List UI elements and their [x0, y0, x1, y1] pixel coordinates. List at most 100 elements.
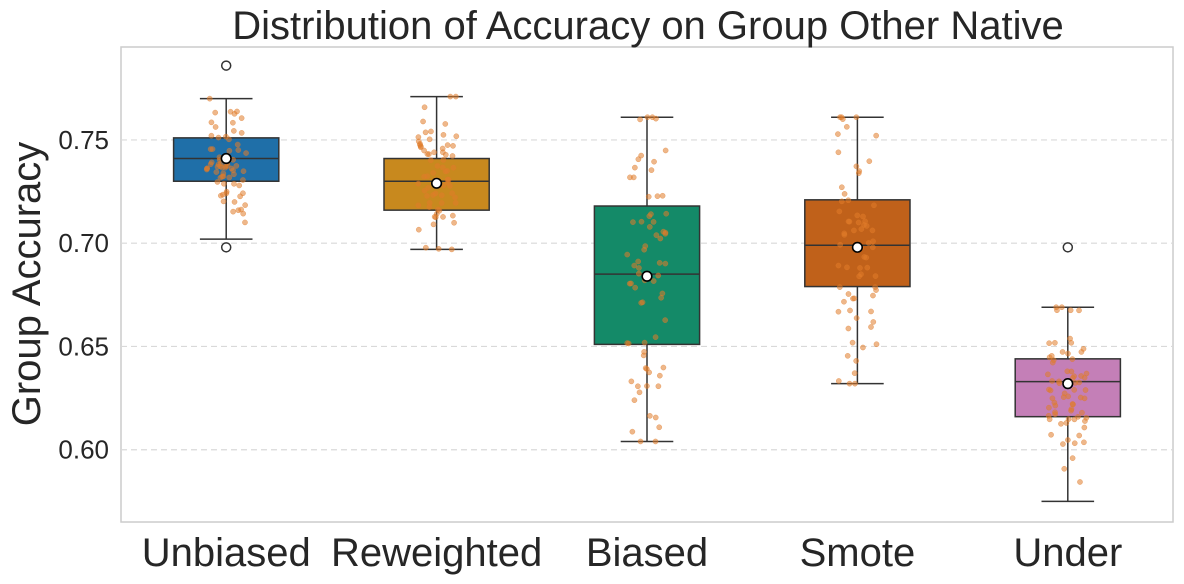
- sample-point: [843, 123, 850, 130]
- sample-point: [1048, 431, 1054, 438]
- sample-point: [873, 132, 880, 139]
- sample-point: [841, 191, 848, 197]
- y-tick-label: 0.70: [58, 228, 109, 258]
- box-group: [804, 114, 911, 387]
- sample-point: [1077, 394, 1084, 401]
- sample-point: [1080, 345, 1087, 352]
- sample-point: [870, 292, 876, 299]
- sample-point: [628, 378, 635, 385]
- sample-point: [1078, 373, 1085, 379]
- sample-point: [636, 265, 642, 271]
- sample-point: [1065, 350, 1071, 357]
- sample-point: [214, 179, 221, 185]
- sample-point: [872, 284, 879, 290]
- sample-point: [835, 262, 842, 269]
- sample-point: [1056, 380, 1063, 387]
- sample-point: [226, 147, 233, 154]
- sample-point: [1075, 413, 1081, 420]
- sample-point: [427, 157, 434, 164]
- sample-point: [654, 193, 661, 200]
- sample-point: [851, 370, 858, 377]
- sample-point: [1077, 479, 1083, 485]
- sample-point: [421, 104, 428, 111]
- sample-point: [642, 243, 649, 249]
- sample-point: [430, 221, 437, 228]
- sample-point: [846, 218, 853, 225]
- sample-point: [1046, 340, 1052, 347]
- sample-point: [630, 219, 636, 225]
- sample-point: [231, 180, 237, 187]
- sample-point: [431, 213, 438, 220]
- sample-point: [420, 118, 426, 125]
- sample-point: [844, 264, 850, 271]
- sample-point: [845, 325, 852, 332]
- sample-point: [1058, 420, 1064, 427]
- sample-point: [624, 251, 631, 258]
- sample-point: [215, 134, 222, 141]
- sample-point: [424, 193, 430, 199]
- sample-point: [444, 176, 451, 183]
- sample-point: [1071, 440, 1078, 447]
- sample-point: [451, 219, 457, 226]
- sample-point: [852, 380, 858, 387]
- sample-point: [643, 366, 650, 372]
- sample-point: [854, 212, 861, 219]
- outlier-point: [1062, 242, 1074, 253]
- sample-point: [855, 219, 862, 226]
- sample-point: [235, 207, 242, 214]
- sample-point: [234, 108, 240, 115]
- sample-point: [864, 264, 871, 271]
- sample-point: [1060, 394, 1067, 400]
- sample-point: [844, 352, 851, 359]
- sample-point: [836, 208, 843, 215]
- sample-point: [1081, 439, 1087, 446]
- sample-point: [628, 280, 634, 287]
- sample-point: [236, 182, 243, 189]
- sample-point: [868, 308, 874, 315]
- sample-point: [242, 202, 248, 208]
- sample-point: [660, 364, 667, 371]
- sample-point: [1069, 356, 1076, 362]
- sample-point: [651, 158, 657, 165]
- sample-point: [226, 136, 232, 143]
- sample-point: [1069, 455, 1076, 461]
- sample-point: [860, 213, 866, 220]
- sample-point: [853, 163, 860, 170]
- sample-point: [851, 227, 857, 234]
- sample-point: [1053, 304, 1060, 311]
- sample-point: [650, 278, 657, 284]
- sample-point: [652, 334, 659, 341]
- sample-point: [415, 226, 422, 233]
- sample-point: [624, 340, 631, 346]
- sample-point: [861, 254, 868, 260]
- sample-point: [849, 339, 856, 346]
- sample-point: [227, 108, 234, 115]
- sample-point: [638, 299, 645, 306]
- box-group: [593, 114, 701, 445]
- x-tick-label: Unbiased: [142, 531, 311, 575]
- sample-point: [644, 114, 651, 121]
- sample-point: [857, 265, 863, 271]
- sample-point: [656, 424, 663, 431]
- sample-point: [1079, 409, 1085, 416]
- sample-point: [417, 144, 424, 151]
- sample-point: [662, 230, 669, 237]
- sample-point: [426, 136, 433, 143]
- box-group: [172, 60, 280, 253]
- sample-point: [243, 150, 249, 156]
- sample-point: [835, 131, 841, 137]
- sample-point: [652, 414, 659, 421]
- sample-point: [212, 124, 219, 130]
- sample-point: [1065, 437, 1071, 443]
- sample-point: [838, 198, 845, 205]
- sample-point: [1061, 465, 1068, 472]
- sample-point: [442, 121, 449, 127]
- sample-point: [226, 174, 233, 181]
- x-tick-label: Smote: [800, 531, 916, 575]
- sample-point: [638, 152, 645, 159]
- sample-point: [209, 146, 216, 152]
- sample-point: [653, 232, 660, 238]
- sample-point: [853, 358, 860, 364]
- sample-point: [213, 169, 220, 175]
